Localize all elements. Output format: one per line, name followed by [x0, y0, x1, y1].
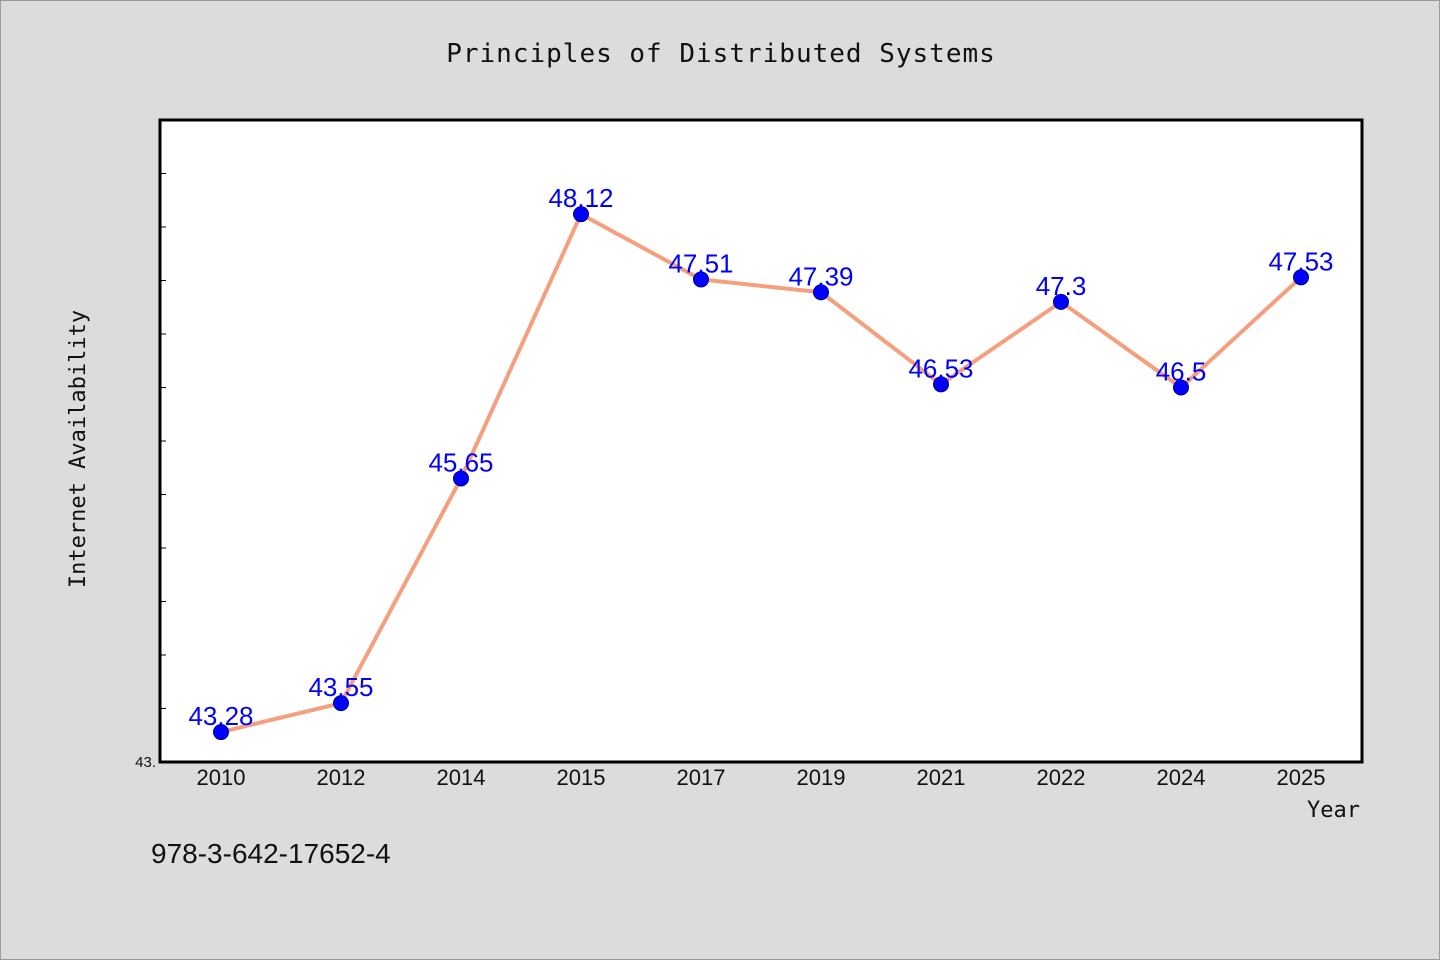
- x-tick-label: 2017: [677, 765, 726, 790]
- x-tick-label: 2012: [317, 765, 366, 790]
- chart-title: Principles of Distributed Systems: [446, 39, 996, 69]
- x-tick-label: 2024: [1157, 765, 1206, 790]
- data-label: 43.28: [188, 701, 253, 731]
- data-label: 46.5: [1156, 357, 1207, 387]
- y-axis-ticks: 43.: [135, 119, 166, 771]
- data-label: 45.65: [428, 447, 493, 477]
- plot-area: [158, 118, 1364, 764]
- data-point: [213, 724, 229, 741]
- data-point: [1173, 379, 1189, 396]
- data-label: 47.3: [1036, 271, 1087, 301]
- series-line: [220, 212, 1303, 734]
- y-axis-title: Internet Availability: [66, 310, 91, 588]
- isbn-footer: 978-3-642-17652-4: [151, 838, 391, 869]
- x-tick-label: 2019: [797, 765, 846, 790]
- data-point: [933, 376, 949, 393]
- data-point: [573, 206, 589, 223]
- data-label: 46.53: [908, 353, 973, 383]
- data-label: 47.39: [788, 261, 853, 291]
- series-layer: 43.28 43.55 45.65 48.12 47.51 47.39 46.53 47.3 4…: [188, 183, 1334, 741]
- x-axis-tick-labels: 2010 2012 2014 2015 2017 2019 2021 2022 2024 2025: [197, 765, 1326, 790]
- data-point: [1053, 293, 1069, 310]
- x-tick-label: 2021: [917, 765, 966, 790]
- data-point: [813, 284, 829, 301]
- x-tick-label: 2025: [1277, 765, 1326, 790]
- data-point: [1293, 269, 1309, 286]
- x-tick-label: 2015: [557, 765, 606, 790]
- data-label: 48.12: [548, 183, 613, 213]
- x-tick-label: 2010: [197, 765, 246, 790]
- data-point: [333, 695, 349, 712]
- x-tick-label: 2014: [437, 765, 486, 790]
- x-tick-label: 2022: [1037, 765, 1086, 790]
- data-label: 47.53: [1268, 246, 1333, 276]
- data-label: 43.55: [308, 672, 373, 702]
- data-label: 47.51: [668, 248, 733, 278]
- y-tick-label: 43.: [135, 754, 156, 771]
- x-axis-title: Year: [1307, 798, 1360, 823]
- data-point: [453, 470, 469, 487]
- data-point: [693, 271, 709, 288]
